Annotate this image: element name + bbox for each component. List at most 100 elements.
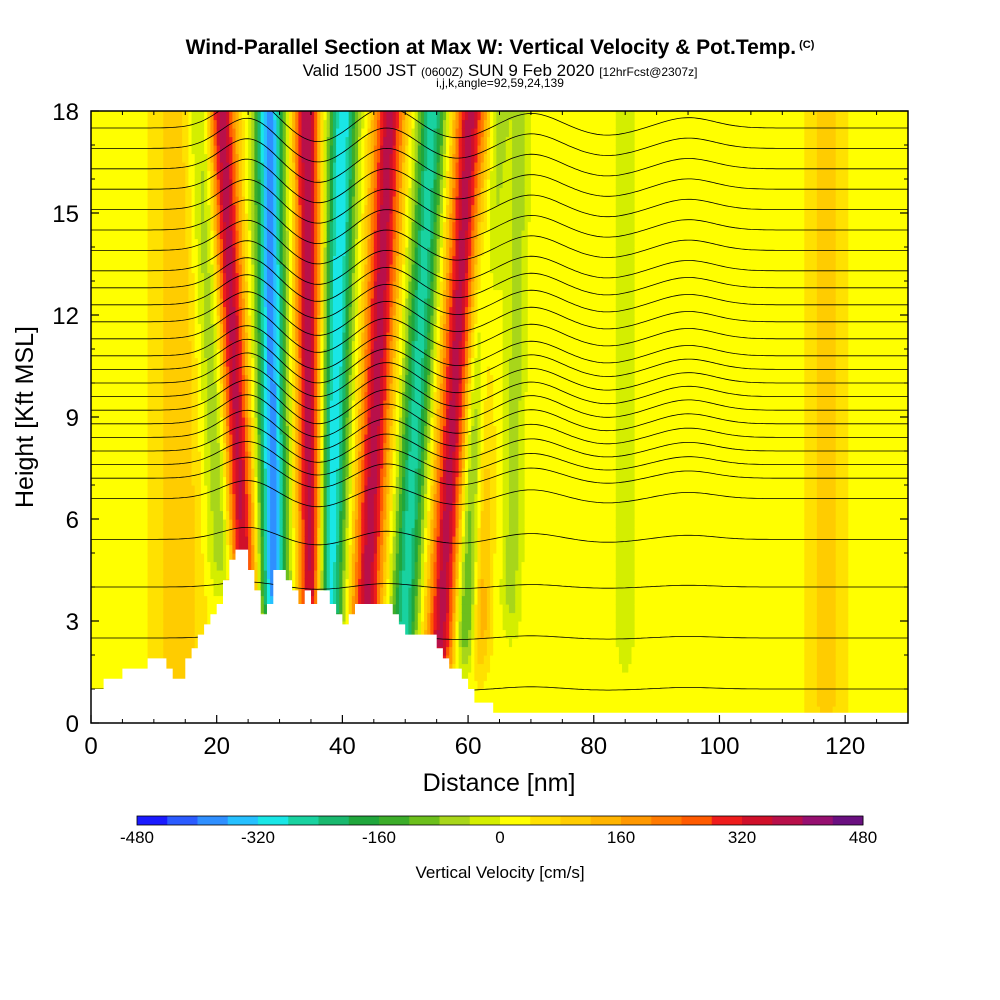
velocity-cell (119, 408, 124, 418)
velocity-cell (113, 315, 117, 325)
velocity-cell (109, 425, 114, 435)
velocity-cell (131, 162, 136, 172)
chart-title: Wind-Parallel Section at Max W: Vertical… (185, 36, 815, 59)
velocity-cell (125, 128, 130, 138)
velocity-cell (131, 255, 136, 265)
velocity-cell (103, 119, 108, 129)
velocity-cell (122, 272, 127, 282)
velocity-cell (91, 196, 95, 206)
velocity-cell (138, 502, 142, 512)
velocity-cell (109, 621, 114, 631)
velocity-cell (109, 332, 114, 342)
velocity-cell (122, 213, 127, 223)
velocity-cell (119, 255, 124, 265)
velocity-cell (138, 536, 142, 546)
velocity-cell (109, 162, 114, 172)
velocity-cell (91, 502, 95, 512)
velocity-cell (100, 553, 105, 563)
velocity-cell (119, 153, 124, 163)
velocity-cell (116, 298, 120, 308)
velocity-cell (106, 536, 111, 546)
velocity-cell (125, 119, 130, 129)
velocity-cell (97, 281, 102, 291)
velocity-cell (106, 672, 111, 682)
velocity-cell (131, 561, 136, 571)
velocity-cell (125, 400, 130, 410)
velocity-cell (113, 306, 117, 316)
velocity-cell (94, 298, 98, 308)
velocity-cell (109, 578, 114, 588)
velocity-cell (116, 349, 120, 359)
velocity-cell (97, 196, 102, 206)
velocity-cell (91, 264, 95, 274)
velocity-cell (125, 485, 130, 495)
velocity-cell (134, 204, 139, 214)
velocity-cell (122, 485, 127, 495)
velocity-cell (128, 238, 133, 248)
velocity-cell (116, 434, 120, 444)
velocity-cell (97, 604, 102, 614)
velocity-cell (106, 315, 111, 325)
velocity-cell (103, 425, 108, 435)
velocity-cell (94, 655, 98, 665)
velocity-cell (91, 153, 95, 163)
velocity-cell (113, 578, 117, 588)
velocity-cell (106, 204, 111, 214)
velocity-cell (134, 519, 139, 529)
velocity-cell (138, 604, 142, 614)
velocity-cell (131, 553, 136, 563)
velocity-cell (116, 119, 120, 129)
velocity-cell (97, 170, 102, 180)
velocity-cell (106, 332, 111, 342)
velocity-cell (134, 111, 139, 121)
velocity-cell (91, 629, 95, 639)
velocity-cell (109, 383, 114, 393)
velocity-cell (113, 434, 117, 444)
velocity-cell (128, 247, 133, 257)
velocity-cell (100, 400, 105, 410)
velocity-cell (94, 213, 98, 223)
velocity-cell (100, 323, 105, 333)
velocity-cell (109, 655, 114, 665)
velocity-cell (128, 544, 133, 554)
velocity-cell (125, 179, 130, 189)
velocity-cell (109, 111, 114, 121)
velocity-cell (134, 510, 139, 520)
velocity-cell (119, 323, 124, 333)
velocity-cell (119, 366, 124, 376)
velocity-cell (109, 179, 114, 189)
velocity-cell (131, 187, 136, 197)
velocity-cell (116, 544, 120, 554)
velocity-cell (94, 264, 98, 274)
velocity-cell (116, 289, 120, 299)
velocity-cell (91, 128, 95, 138)
velocity-cell (131, 374, 136, 384)
velocity-cell (94, 247, 98, 257)
velocity-cell (128, 323, 133, 333)
velocity-cell (106, 400, 111, 410)
velocity-cell (97, 272, 102, 282)
velocity-cell (116, 196, 120, 206)
velocity-cell (103, 442, 108, 452)
velocity-cell (122, 646, 127, 656)
velocity-cell (106, 544, 111, 554)
velocity-cell (97, 485, 102, 495)
velocity-cell (113, 502, 117, 512)
velocity-cell (122, 306, 127, 316)
velocity-cell (119, 434, 124, 444)
velocity-cell (119, 340, 124, 350)
velocity-cell (128, 349, 133, 359)
velocity-cell (100, 451, 105, 461)
velocity-cell (116, 374, 120, 384)
velocity-cell (122, 570, 127, 580)
velocity-cell (91, 221, 95, 231)
velocity-cell (119, 468, 124, 478)
velocity-cell (131, 281, 136, 291)
velocity-cell (106, 451, 111, 461)
velocity-cell (113, 221, 117, 231)
velocity-cell (97, 442, 102, 452)
velocity-cell (113, 527, 117, 537)
velocity-cell (109, 485, 114, 495)
velocity-cell (128, 604, 133, 614)
velocity-cell (100, 332, 105, 342)
